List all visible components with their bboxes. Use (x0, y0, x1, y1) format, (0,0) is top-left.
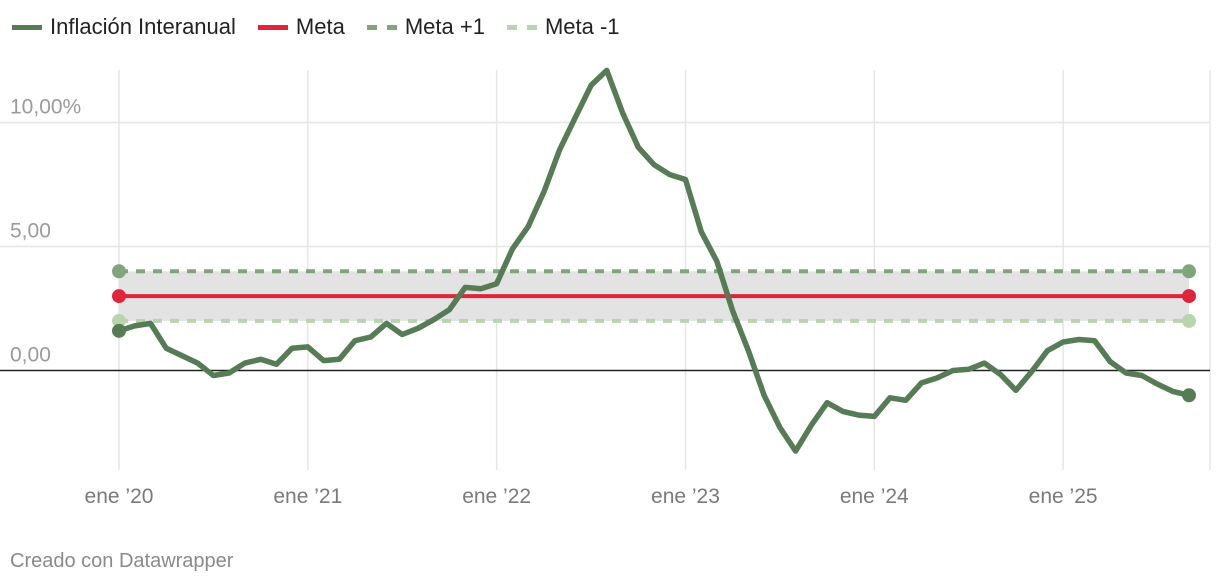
legend-item-meta-minus: Meta -1 (506, 14, 620, 40)
legend-item-meta: Meta (257, 14, 345, 40)
series-point-meta-plus (1182, 264, 1196, 279)
series-point-meta-plus (112, 264, 126, 279)
x-tick-label: ene ’24 (840, 485, 909, 508)
series-point-inflation (112, 323, 126, 338)
y-tick-label: 10,00% (10, 96, 81, 119)
series-point-meta-minus (112, 313, 126, 328)
y-tick-label: 5,00 (10, 220, 51, 243)
series-point-meta (1182, 289, 1196, 304)
legend-label: Inflación Interanual (50, 14, 236, 39)
legend-label: Meta (295, 14, 345, 39)
legend-item-inflation: Inflación Interanual (12, 14, 236, 40)
legend-swatch (257, 24, 288, 30)
legend-item-meta-plus: Meta +1 (366, 14, 485, 40)
x-tick-label: ene ’23 (651, 485, 720, 508)
legend-swatch (506, 24, 537, 30)
credit-text: Creado con Datawrapper (10, 550, 234, 572)
x-tick-label: ene ’22 (462, 485, 531, 508)
x-tick-label: ene ’21 (273, 485, 342, 508)
legend-swatch (12, 24, 42, 30)
y-tick-label: 0,00 (10, 344, 51, 367)
legend-label: Meta +1 (404, 14, 485, 39)
inflation-chart: 10,00% 5,00 0,00 ene ’20 ene ’21 ene ’22 ene ’… (0, 67, 1211, 508)
chart-legend: Inflación Interanual Meta Meta +1 Meta -1 (12, 14, 642, 40)
x-tick-label: ene ’25 (1029, 485, 1098, 508)
series-point-meta (112, 289, 126, 304)
legend-label: Meta -1 (544, 14, 620, 39)
series-line-inflation (116, 67, 1192, 454)
x-tick-label: ene ’20 (85, 485, 154, 508)
legend-swatch (366, 24, 397, 30)
series-point-meta-minus (1182, 313, 1196, 328)
series-point-inflation (1182, 388, 1196, 403)
